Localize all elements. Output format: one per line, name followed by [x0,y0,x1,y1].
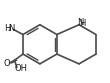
Text: OH: OH [14,64,27,73]
Text: H: H [4,24,10,33]
Text: O: O [3,59,10,68]
Text: N: N [77,18,83,27]
Text: H: H [79,19,86,28]
Text: 2: 2 [7,27,11,32]
Text: N: N [8,24,15,33]
